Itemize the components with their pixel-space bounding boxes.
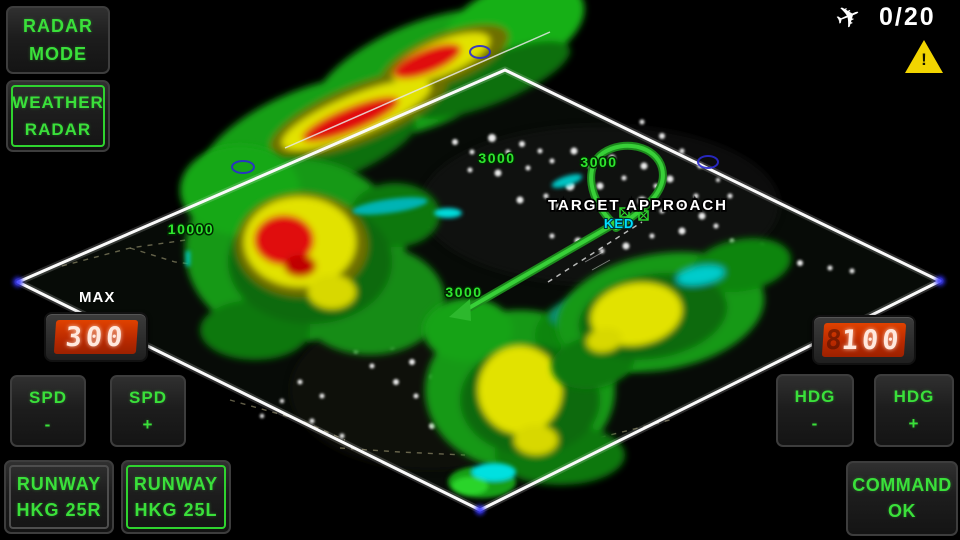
spd-minus-button[interactable]: SPD - xyxy=(10,375,86,447)
weather-cell-left xyxy=(180,145,445,360)
altitude-label-3000-b: 3000 xyxy=(580,154,617,170)
hdg-plus-label-2: + xyxy=(908,414,920,433)
speed-display-value: 300 xyxy=(64,321,128,353)
radar-mode-label-1: RADAR xyxy=(23,15,93,36)
hdg-minus-button[interactable]: HDG - xyxy=(776,374,854,447)
spd-minus-label-1: SPD xyxy=(29,387,67,407)
approach-track xyxy=(547,221,643,283)
command-ok-label-2: OK xyxy=(888,501,916,521)
weather-cyan-streaks xyxy=(186,174,583,498)
waypoint-label: KED xyxy=(604,216,634,231)
runway-hkg-25l-button[interactable]: RUNWAY HKG 25L xyxy=(121,460,231,534)
altitude-label-3000-c: 3000 xyxy=(445,284,482,300)
max-label: MAX xyxy=(79,289,116,306)
altitude-label-3000-a: 3000 xyxy=(478,150,515,166)
aircraft-counter: 0/20 xyxy=(879,3,936,31)
command-ok-button[interactable]: COMMAND OK xyxy=(846,461,958,536)
path-arrow-icon xyxy=(449,299,471,321)
runway-25r-label-1: RUNWAY xyxy=(16,473,102,494)
hdg-minus-label-2: - xyxy=(811,414,819,433)
target-approach-label: TARGET APPROACH xyxy=(548,197,728,214)
hdg-minus-label-1: HDG xyxy=(794,387,836,406)
weather-radar-label-1: WEATHER xyxy=(12,92,104,112)
weather-cell-right xyxy=(551,238,791,390)
speed-display: 300 xyxy=(44,312,148,362)
weather-radar-button[interactable]: WEATHER RADAR xyxy=(6,80,110,152)
heading-display-screen: 8 100 xyxy=(821,323,907,357)
hdg-plus-label-1: HDG xyxy=(893,387,935,406)
spd-plus-label-2: + xyxy=(142,414,154,434)
warning-icon[interactable]: ! xyxy=(905,40,943,73)
altitude-label-10000: 10000 xyxy=(168,221,214,237)
runway-25l-label-1: RUNWAY xyxy=(133,473,219,494)
map-border xyxy=(13,31,945,515)
heading-display: 8 100 xyxy=(812,315,916,365)
waypoint-markers: KED xyxy=(603,207,649,232)
spd-plus-label-1: SPD xyxy=(129,387,167,407)
radar-mode-label-2: MODE xyxy=(29,43,87,64)
spd-plus-button[interactable]: SPD + xyxy=(110,375,186,447)
heading-display-value: 100 xyxy=(840,324,904,356)
command-ok-label-1: COMMAND xyxy=(852,475,952,495)
weather-radar-label-2: RADAR xyxy=(24,119,92,139)
warning-exclamation: ! xyxy=(921,50,927,69)
runway-hkg-25r-button[interactable]: RUNWAY HKG 25R xyxy=(4,460,114,534)
radar-mode-button[interactable]: RADAR MODE xyxy=(6,6,110,74)
warning-triangle-shape xyxy=(905,40,943,73)
flight-path xyxy=(449,141,667,321)
runway-25r-label-2: HKG 25R xyxy=(16,499,102,520)
spd-minus-label-2: - xyxy=(44,414,52,434)
speed-display-screen: 300 xyxy=(53,320,139,354)
hdg-plus-button[interactable]: HDG + xyxy=(874,374,954,447)
runway-25l-label-2: HKG 25L xyxy=(134,499,218,520)
nav-markers xyxy=(231,45,719,174)
